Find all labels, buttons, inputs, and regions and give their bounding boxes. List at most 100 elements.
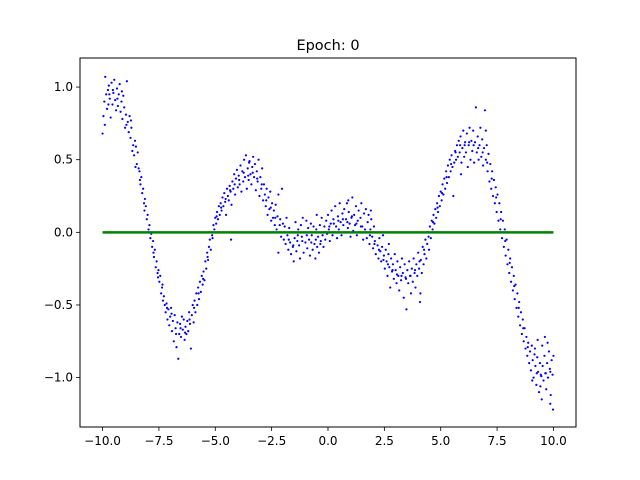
data-point (211, 234, 214, 237)
data-point (344, 218, 348, 221)
data-point (421, 245, 424, 248)
data-point (169, 306, 173, 309)
data-point (247, 161, 251, 164)
data-point (123, 126, 127, 129)
data-point (260, 187, 263, 190)
data-point (546, 341, 549, 344)
data-point (122, 94, 125, 97)
data-point (362, 212, 366, 215)
data-point (452, 194, 455, 198)
data-point (424, 238, 427, 241)
data-point (355, 222, 358, 225)
data-point (143, 197, 147, 201)
data-point (108, 97, 111, 100)
data-point (254, 189, 257, 192)
data-point (376, 244, 379, 247)
data-point (289, 241, 292, 244)
data-point (382, 254, 386, 257)
data-point (243, 176, 247, 179)
data-point (149, 237, 152, 240)
data-point (509, 280, 513, 283)
data-point (268, 207, 271, 211)
data-point (188, 318, 191, 321)
data-point (116, 97, 119, 100)
data-point (540, 398, 543, 401)
data-point (215, 222, 218, 225)
data-point (400, 274, 403, 278)
data-point (481, 151, 484, 154)
data-point (322, 245, 325, 248)
data-point (221, 196, 224, 199)
data-point (281, 222, 285, 225)
data-point (391, 263, 395, 266)
data-point (171, 319, 174, 323)
data-point (232, 187, 235, 190)
data-point (244, 154, 248, 157)
data-point (537, 370, 540, 373)
data-point (105, 107, 109, 110)
data-point (383, 267, 386, 270)
data-point (173, 314, 176, 317)
data-point (377, 248, 381, 251)
data-point (475, 151, 478, 154)
data-point (458, 151, 461, 154)
data-point (332, 222, 335, 225)
data-point (255, 170, 258, 173)
data-point (154, 266, 157, 269)
data-point (394, 269, 397, 272)
data-point (179, 327, 182, 330)
data-point (380, 260, 383, 263)
data-point (351, 196, 354, 199)
data-point (533, 347, 537, 350)
data-point (101, 132, 104, 135)
data-point (440, 192, 444, 195)
data-point (199, 290, 202, 293)
data-point (371, 247, 375, 250)
data-point (436, 202, 439, 205)
y-tick-label: 0.0 (54, 225, 73, 239)
data-point (384, 248, 387, 251)
data-point (175, 346, 178, 349)
y-tick-label: 1.0 (54, 80, 73, 94)
data-point (337, 219, 340, 222)
x-tick-label: 0.0 (318, 434, 337, 448)
data-point (516, 292, 519, 295)
data-point (191, 303, 194, 307)
data-point (419, 292, 422, 295)
data-point (170, 312, 173, 315)
data-point (534, 364, 537, 368)
data-point (459, 173, 463, 176)
data-point (224, 213, 228, 216)
data-point (385, 260, 388, 263)
data-point (230, 203, 233, 206)
data-point (531, 359, 534, 362)
data-point (549, 393, 552, 397)
data-point (355, 234, 358, 237)
scatter-series (101, 75, 555, 411)
data-point (513, 284, 516, 288)
data-point (454, 158, 458, 161)
data-point (216, 218, 220, 221)
data-point (430, 219, 433, 222)
data-point (111, 103, 114, 106)
data-point (293, 237, 296, 240)
data-point (194, 311, 197, 314)
data-point (120, 100, 123, 103)
data-point (202, 277, 205, 280)
data-point (246, 167, 249, 170)
data-point (453, 161, 456, 164)
data-point (522, 340, 525, 343)
data-point (498, 202, 501, 205)
data-point (541, 364, 544, 368)
data-point (261, 167, 264, 170)
data-point (261, 199, 265, 202)
data-point (479, 126, 482, 129)
data-point (362, 238, 365, 241)
data-point (272, 209, 275, 212)
data-point (215, 210, 219, 214)
data-point (459, 135, 462, 138)
data-point (264, 205, 267, 208)
data-point (337, 228, 340, 231)
data-point (158, 280, 161, 283)
data-point (215, 215, 218, 218)
